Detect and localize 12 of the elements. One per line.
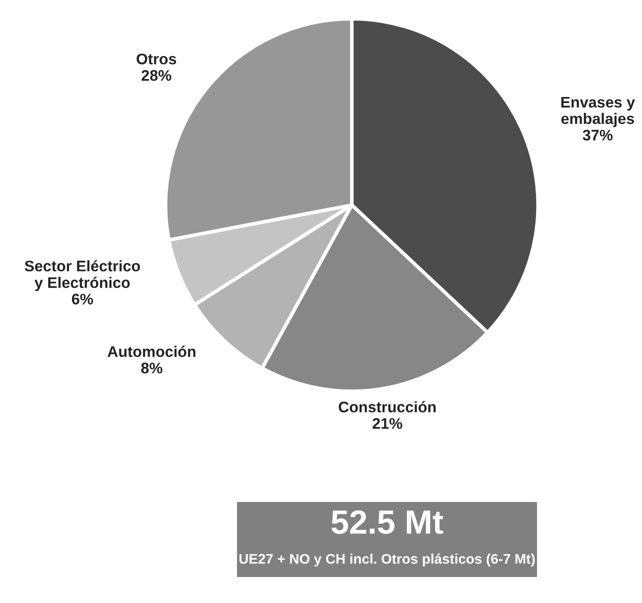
text: UE27 + NO y CH incl. Otros plásticos (6-7 Mt) <box>239 553 535 567</box>
data-label: 8% <box>141 362 162 374</box>
slice-label: Construcción <box>338 401 436 412</box>
data-label: 6% <box>72 294 94 304</box>
slice-label: Otros <box>136 54 176 64</box>
slice-label: Automoción <box>108 346 196 358</box>
slice-label: Envases y embalajes <box>561 96 635 128</box>
data-label: 37% <box>582 130 613 141</box>
data-label: 21% <box>372 418 402 429</box>
data-label: 28% <box>142 70 172 81</box>
slice-label: Sector Eléctrico y Electrónico <box>24 260 140 292</box>
text: 52.5 Mt <box>332 510 444 534</box>
